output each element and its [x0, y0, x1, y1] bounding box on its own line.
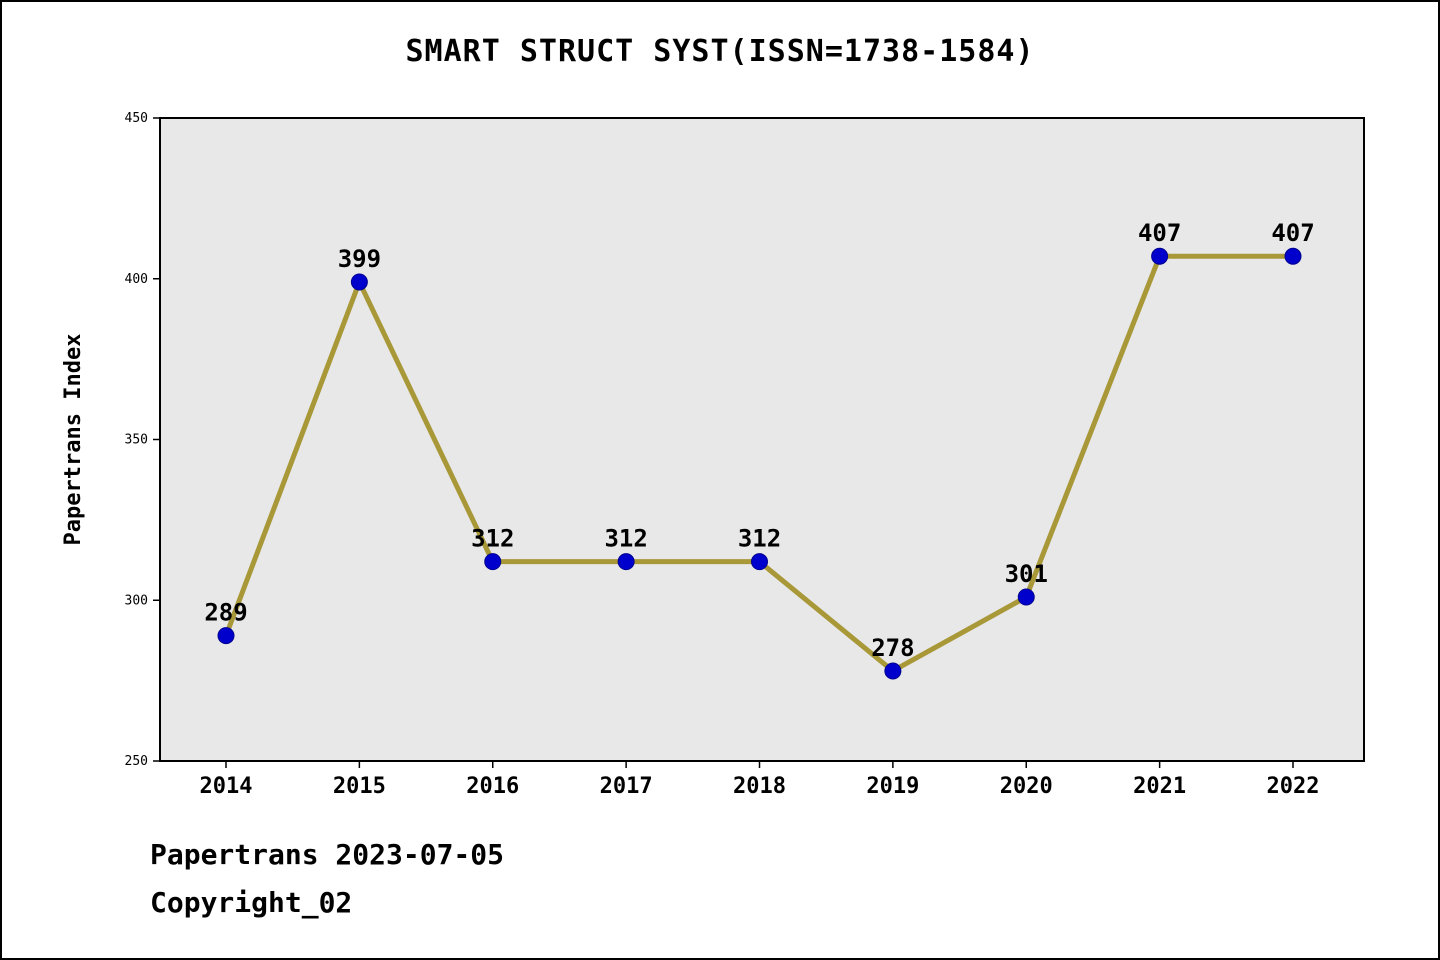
- y-tick-label: 450: [125, 111, 148, 126]
- data-point: [484, 553, 502, 571]
- x-tick-label: 2020: [1000, 774, 1053, 799]
- data-point: [1017, 588, 1035, 606]
- x-tick-label: 2015: [333, 774, 386, 799]
- data-point-label: 312: [471, 525, 514, 553]
- y-tick-label: 350: [125, 433, 148, 448]
- data-point-label: 312: [738, 525, 781, 553]
- x-tick-label: 2017: [600, 774, 653, 799]
- x-tick-label: 2021: [1133, 774, 1186, 799]
- y-tick-label: 250: [125, 754, 148, 769]
- data-point-label: 407: [1138, 219, 1181, 247]
- data-point: [884, 662, 902, 680]
- data-point-label: 407: [1271, 219, 1314, 247]
- data-point: [350, 273, 368, 291]
- data-point-label: 301: [1005, 560, 1048, 588]
- x-tick-label: 2014: [200, 774, 253, 799]
- data-point-label: 289: [204, 599, 247, 627]
- chart-title: SMART STRUCT SYST(ISSN=1738-1584): [405, 34, 1035, 69]
- y-tick-label: 400: [125, 272, 148, 287]
- footer-copyright: Copyright_02: [150, 886, 353, 919]
- data-point-label: 278: [871, 634, 914, 662]
- footer-date: Papertrans 2023-07-05: [150, 838, 505, 871]
- data-point: [217, 627, 235, 645]
- plot-background: [160, 118, 1364, 761]
- x-tick-label: 2016: [466, 774, 519, 799]
- data-point-label: 312: [604, 525, 647, 553]
- x-tick-label: 2022: [1267, 774, 1320, 799]
- data-point: [617, 553, 635, 571]
- y-axis-label: Papertrans Index: [61, 334, 86, 546]
- plot-border: [159, 117, 1365, 762]
- data-point-label: 399: [338, 245, 381, 273]
- data-point: [1284, 247, 1302, 265]
- data-point: [751, 553, 768, 571]
- x-tick-label: 2019: [866, 774, 919, 799]
- x-tick-label: 2018: [733, 774, 786, 799]
- data-point: [1151, 247, 1169, 265]
- y-tick-label: 300: [125, 593, 148, 608]
